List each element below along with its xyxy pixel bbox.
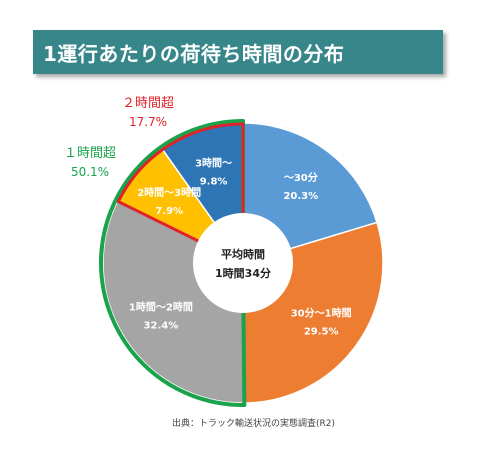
slice-label-4: 2時間～3時間: [137, 186, 201, 199]
center-label-line1: 平均時間: [221, 247, 265, 261]
slice-value-2: 29.5%: [304, 326, 339, 337]
center-label-line2: 1時間34分: [215, 266, 271, 280]
slice-label-3: 1時間～2時間: [129, 301, 193, 314]
callout-over1h-pct: 50.1%: [71, 165, 109, 179]
callout-over1h-label: １時間超: [64, 146, 116, 161]
slice-label-1: ～30分: [284, 171, 318, 184]
donut-hole: [193, 213, 293, 313]
source-note: 出典：トラック輸送状況の実態調査(R2): [172, 419, 336, 429]
callout-over2h-label: ２時間超: [122, 96, 174, 111]
callout-over2h-pct: 17.7%: [129, 115, 167, 129]
over1h-outline: [99, 119, 247, 407]
chart-title: 1運行あたりの荷待ち時間の分布: [43, 41, 345, 66]
slice-label-5: 3時間～: [195, 157, 232, 170]
over2h-outline: [116, 122, 245, 265]
title-bar: 1運行あたりの荷待ち時間の分布: [33, 30, 443, 74]
highlight-outlines: [99, 119, 247, 407]
slice-value-1: 20.3%: [283, 191, 318, 202]
slice-value-4: 7.9%: [155, 206, 183, 217]
slice-value-3: 32.4%: [144, 321, 179, 332]
slice-labels: ～30分 20.3% 30分～1時間 29.5% 1時間～2時間 32.4% 2時間～3時間…: [129, 157, 352, 338]
slice-label-2: 30分～1時間: [291, 306, 352, 319]
slice-value-5: 9.8%: [200, 177, 228, 188]
